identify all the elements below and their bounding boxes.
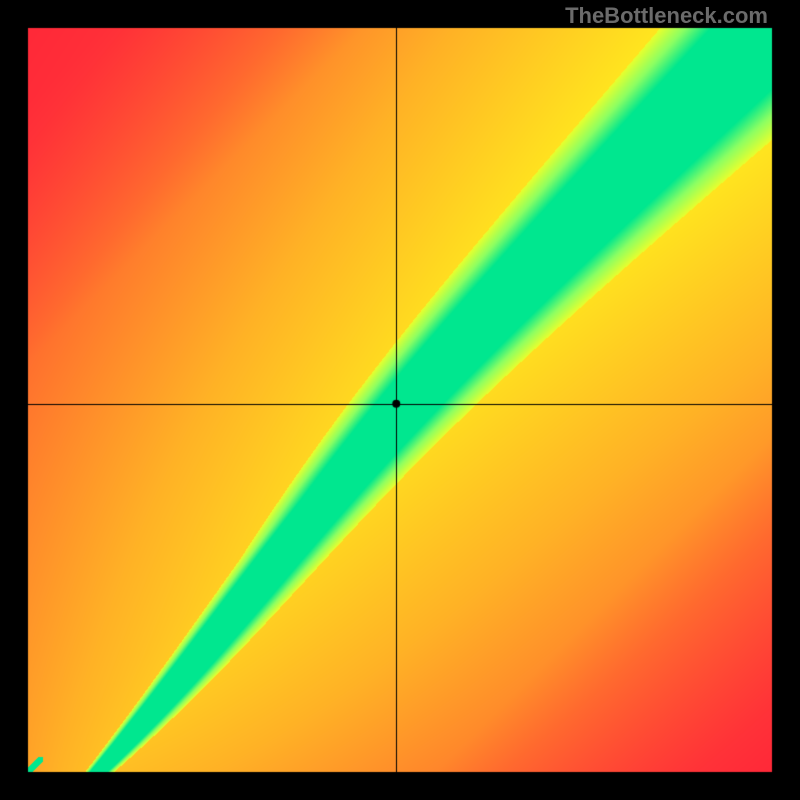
chart-container: TheBottleneck.com <box>0 0 800 800</box>
bottleneck-heatmap <box>0 0 800 800</box>
watermark-text: TheBottleneck.com <box>565 3 768 29</box>
